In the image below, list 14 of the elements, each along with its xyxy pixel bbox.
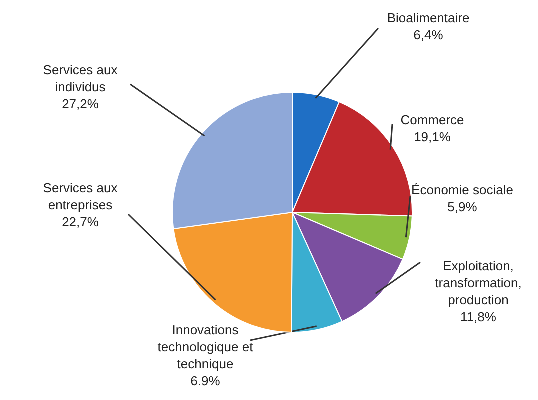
data-label: 11,8% xyxy=(460,310,497,324)
data-label: 19,1% xyxy=(414,130,452,144)
slice-label: Services aux individus xyxy=(43,62,118,94)
slice-label: Exploitation, transformation, production xyxy=(435,258,522,308)
slice-label: Services aux entreprises xyxy=(43,180,118,212)
slice-label: Commerce xyxy=(400,112,464,128)
data-label: 6,4% xyxy=(414,28,444,42)
data-label: 27,2% xyxy=(62,96,100,112)
data-label: 5,9% xyxy=(448,200,478,214)
data-label: 22,7% xyxy=(62,214,100,230)
slice-label: Innovations technologique et technique xyxy=(158,322,254,372)
slice-label: Économie sociale xyxy=(412,182,514,198)
slice-label: Bioalimentaire xyxy=(387,10,470,26)
data-label: 6.9% xyxy=(190,374,221,388)
